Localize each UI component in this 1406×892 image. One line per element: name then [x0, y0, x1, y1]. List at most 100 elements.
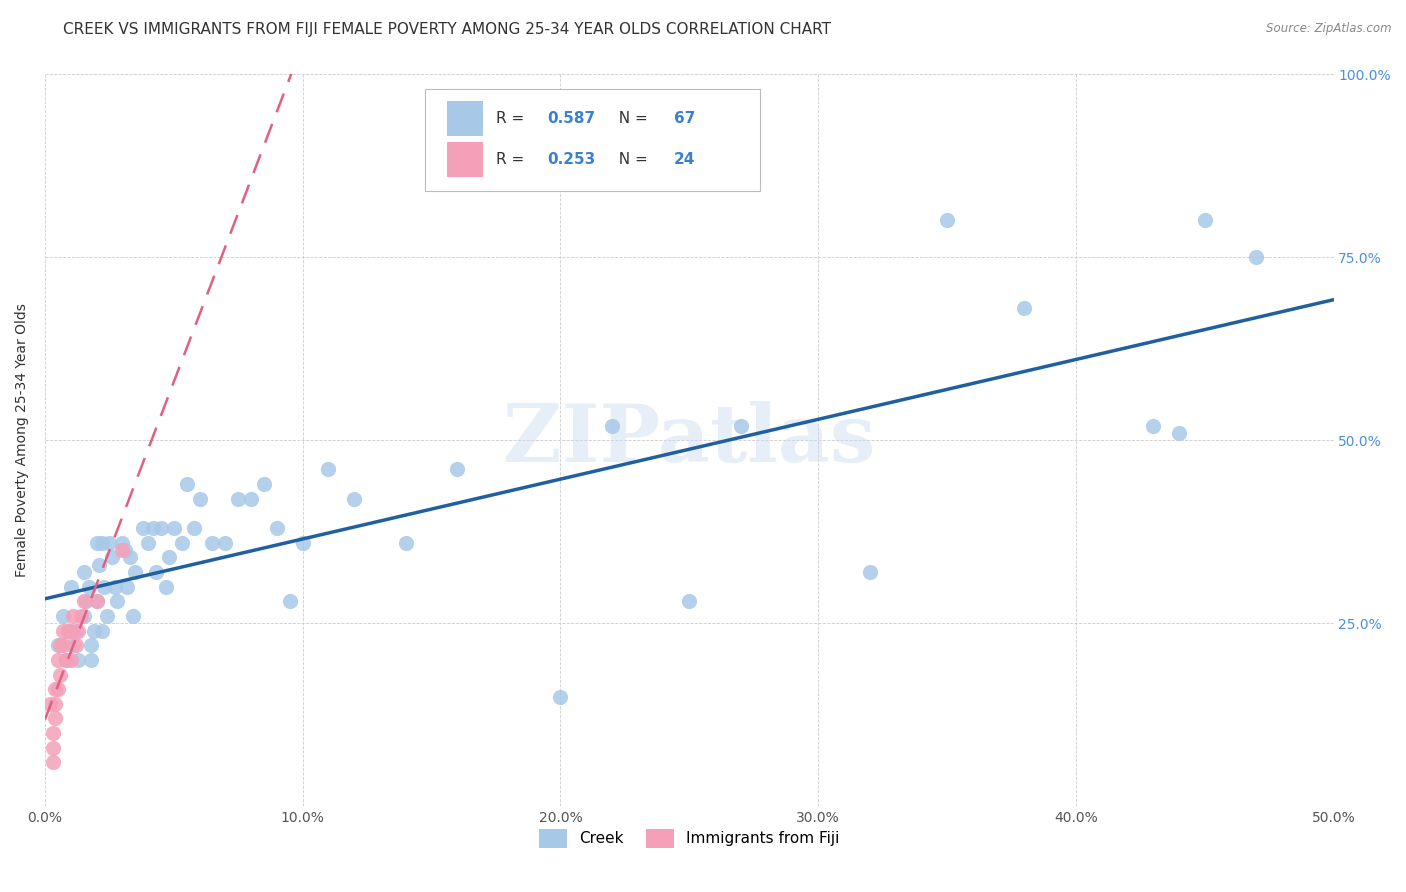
Point [117, 580, 139, 594]
Text: N =: N = [609, 153, 652, 167]
Point [114, 543, 136, 558]
Text: 0.253: 0.253 [547, 153, 596, 167]
Point [132, 521, 155, 535]
Point [90, 624, 112, 638]
Point [86, 594, 108, 608]
Text: ZIPatlas: ZIPatlas [503, 401, 876, 479]
Point [67, 653, 90, 667]
Legend: Creek, Immigrants from Fiji: Creek, Immigrants from Fiji [533, 822, 845, 854]
Point [72, 609, 94, 624]
Text: R =: R = [496, 153, 529, 167]
Point [157, 550, 180, 565]
Point [65, 624, 87, 638]
Point [62, 638, 84, 652]
Point [52, 609, 75, 624]
Point [90, 535, 112, 549]
Point [80, 638, 103, 652]
Text: 24: 24 [673, 153, 695, 167]
Point [278, 594, 301, 608]
Point [155, 580, 177, 594]
Point [678, 594, 700, 608]
Point [201, 535, 224, 549]
Point [291, 535, 314, 549]
Point [145, 565, 167, 579]
Point [111, 543, 134, 558]
Point [52, 624, 75, 638]
Point [44, 697, 66, 711]
Point [183, 521, 205, 535]
Point [86, 535, 108, 549]
FancyBboxPatch shape [447, 142, 484, 178]
Point [188, 491, 211, 506]
Point [59, 653, 82, 667]
Point [124, 565, 146, 579]
Point [101, 550, 124, 565]
Point [86, 594, 108, 608]
Text: 0.587: 0.587 [547, 112, 596, 126]
Point [93, 580, 115, 594]
Point [240, 491, 263, 506]
Point [49, 667, 72, 681]
Point [142, 521, 165, 535]
Point [226, 491, 249, 506]
Point [1012, 301, 1035, 316]
Point [936, 213, 959, 227]
Point [44, 711, 66, 725]
Point [1142, 418, 1164, 433]
Point [859, 565, 882, 579]
Text: N =: N = [609, 112, 652, 126]
FancyBboxPatch shape [447, 101, 484, 136]
Point [121, 609, 143, 624]
Point [253, 477, 276, 491]
Point [46, 638, 69, 652]
Point [44, 682, 66, 697]
Point [65, 638, 87, 652]
Point [46, 653, 69, 667]
Text: R =: R = [496, 112, 529, 126]
Point [118, 550, 141, 565]
Point [59, 580, 82, 594]
Point [170, 535, 193, 549]
Point [103, 580, 125, 594]
Point [1167, 425, 1189, 440]
Point [67, 624, 90, 638]
Point [105, 594, 128, 608]
Point [77, 580, 100, 594]
Point [80, 653, 103, 667]
Point [176, 477, 198, 491]
Point [75, 594, 97, 608]
Point [600, 418, 623, 433]
Point [214, 535, 236, 549]
Point [56, 624, 79, 638]
Point [149, 521, 172, 535]
Point [39, 697, 62, 711]
Point [55, 653, 77, 667]
Point [136, 535, 159, 549]
Point [395, 535, 418, 549]
Y-axis label: Female Poverty Among 25-34 Year Olds: Female Poverty Among 25-34 Year Olds [15, 303, 30, 577]
Text: 67: 67 [673, 112, 695, 126]
Point [266, 521, 288, 535]
Point [111, 535, 134, 549]
Point [72, 594, 94, 608]
Point [72, 565, 94, 579]
Point [52, 638, 75, 652]
Point [1244, 250, 1267, 264]
FancyBboxPatch shape [425, 88, 761, 191]
Point [41, 740, 63, 755]
Point [59, 624, 82, 638]
Point [83, 624, 105, 638]
Point [343, 491, 366, 506]
Point [49, 638, 72, 652]
Point [163, 521, 186, 535]
Point [87, 558, 110, 572]
Point [98, 535, 121, 549]
Point [56, 624, 79, 638]
Point [550, 690, 572, 704]
Point [41, 756, 63, 770]
Point [318, 462, 340, 476]
Point [70, 609, 93, 624]
Point [46, 682, 69, 697]
Text: CREEK VS IMMIGRANTS FROM FIJI FEMALE POVERTY AMONG 25-34 YEAR OLDS CORRELATION C: CREEK VS IMMIGRANTS FROM FIJI FEMALE POV… [63, 22, 831, 37]
Text: Source: ZipAtlas.com: Source: ZipAtlas.com [1267, 22, 1392, 36]
